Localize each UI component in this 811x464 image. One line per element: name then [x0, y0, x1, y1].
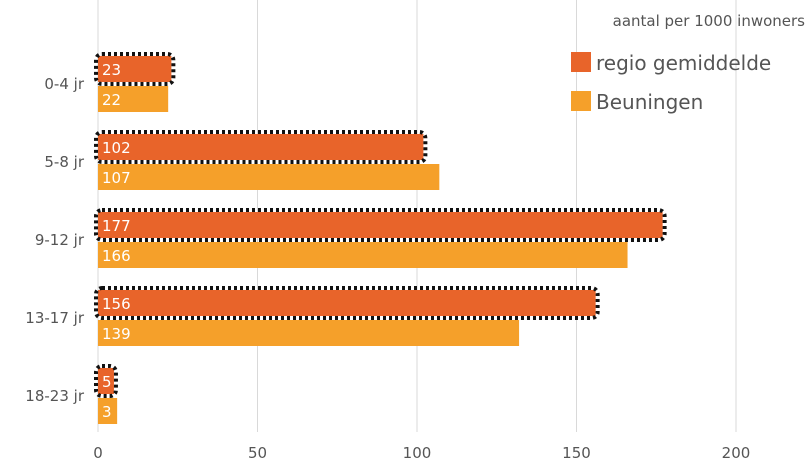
x-tick-label-150: 150: [562, 444, 591, 462]
category-label-13-17-jr: 13-17 jr: [25, 309, 85, 327]
legend: aantal per 1000 inwoners regio gemiddeld…: [571, 12, 805, 114]
highlight-outline-5-8-jr: [94, 130, 428, 164]
bar-regio-gemiddelde-13-17-jr: [98, 290, 596, 316]
data-label-beuningen-18-23-jr: 3: [102, 403, 112, 421]
bar-beuningen-13-17-jr: [98, 320, 520, 346]
data-label-beuningen-13-17-jr: 139: [102, 325, 131, 343]
bar-beuningen-0-4-jr: [98, 86, 169, 112]
data-label-beuningen-9-12-jr: 166: [102, 247, 131, 265]
legend-swatch-beuningen: [571, 91, 591, 111]
data-label-regio-gemiddelde-0-4-jr: 23: [102, 61, 121, 79]
x-tick-label-100: 100: [403, 444, 432, 462]
highlight-outline-18-23-jr: [94, 364, 118, 398]
x-tick-label-200: 200: [722, 444, 751, 462]
bar-beuningen-9-12-jr: [98, 242, 628, 268]
highlight-outline-13-17-jr: [94, 286, 600, 320]
category-label-0-4-jr: 0-4 jr: [44, 75, 84, 93]
category-labels: 0-4 jr 5-8 jr 9-12 jr 13-17 jr 18-23 jr: [25, 75, 85, 405]
legend-swatch-regio-gemiddelde: [571, 52, 591, 72]
bar-regio-gemiddelde-5-8-jr: [98, 134, 424, 160]
data-label-regio-gemiddelde-13-17-jr: 156: [102, 295, 131, 313]
x-tick-label-0: 0: [93, 444, 103, 462]
legend-label-beuningen: Beuningen: [596, 90, 703, 114]
bar-regio-gemiddelde-0-4-jr: [98, 56, 172, 82]
data-label-regio-gemiddelde-5-8-jr: 102: [102, 139, 131, 157]
x-tick-label-50: 50: [248, 444, 267, 462]
legend-title: aantal per 1000 inwoners: [613, 12, 806, 30]
category-label-9-12-jr: 9-12 jr: [35, 231, 85, 249]
legend-label-regio-gemiddelde: regio gemiddelde: [596, 51, 771, 75]
data-label-beuningen-5-8-jr: 107: [102, 169, 131, 187]
data-label-regio-gemiddelde-9-12-jr: 177: [102, 217, 131, 235]
data-label-beuningen-0-4-jr: 22: [102, 91, 121, 109]
data-label-regio-gemiddelde-18-23-jr: 5: [102, 373, 112, 391]
category-label-18-23-jr: 18-23 jr: [25, 387, 85, 405]
bar-regio-gemiddelde-9-12-jr: [98, 212, 663, 238]
highlight-outline-0-4-jr: [94, 52, 176, 86]
highlight-outline-9-12-jr: [94, 208, 667, 242]
bar-beuningen-5-8-jr: [98, 164, 440, 190]
bars: 23 22 102 107 177 166 156 139 5 3: [94, 52, 667, 424]
x-axis-ticks: 0 50 100 150 200: [93, 444, 750, 462]
category-label-5-8-jr: 5-8 jr: [44, 153, 84, 171]
bar-beuningen-18-23-jr: [98, 398, 118, 424]
bar-regio-gemiddelde-18-23-jr: [98, 368, 114, 394]
